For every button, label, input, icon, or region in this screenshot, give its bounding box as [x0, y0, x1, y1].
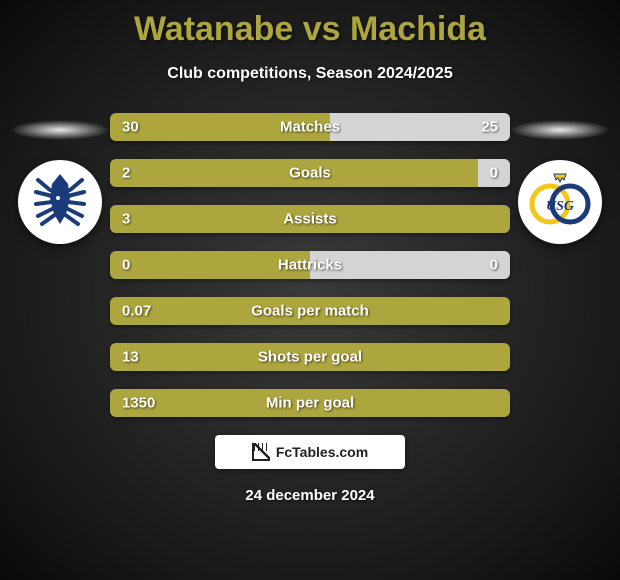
stat-label: Shots per goal — [258, 349, 362, 366]
stat-home-value: 13 — [122, 349, 139, 366]
stat-away-value: 0 — [490, 165, 498, 182]
chart-icon — [252, 443, 270, 461]
stat-home-value: 0.07 — [122, 303, 151, 320]
brand-badge[interactable]: FcTables.com — [215, 435, 405, 469]
brand-label: FcTables.com — [276, 444, 368, 460]
stat-bar: 0.07 Goals per match — [110, 297, 510, 325]
stat-label: Min per goal — [266, 395, 354, 412]
stat-label: Goals per match — [251, 303, 369, 320]
page-title: Watanabe vs Machida — [0, 0, 620, 49]
stat-home-value: 3 — [122, 211, 130, 228]
stat-bar: 0 Hattricks 0 — [110, 251, 510, 279]
page-subtitle: Club competitions, Season 2024/2025 — [0, 65, 620, 83]
stat-label: Hattricks — [278, 257, 342, 274]
stat-label: Matches — [280, 119, 340, 136]
stat-bar: 1350 Min per goal — [110, 389, 510, 417]
stat-home-value: 30 — [122, 119, 139, 136]
stat-bar: 2 Goals 0 — [110, 159, 510, 187]
stat-away-value: 0 — [490, 257, 498, 274]
stat-away-value: 25 — [481, 119, 498, 136]
stat-home-value: 0 — [122, 257, 130, 274]
stat-bar: 13 Shots per goal — [110, 343, 510, 371]
stat-bar: 30 Matches 25 — [110, 113, 510, 141]
stats-chart: 30 Matches 25 2 Goals 0 3 Assists 0 Hattricks 0 0.0… — [0, 113, 620, 417]
stat-label: Assists — [283, 211, 336, 228]
stat-home-value: 1350 — [122, 395, 155, 412]
stat-home-value: 2 — [122, 165, 130, 182]
footer-date: 24 december 2024 — [0, 487, 620, 504]
stat-bar: 3 Assists — [110, 205, 510, 233]
stat-label: Goals — [289, 165, 331, 182]
